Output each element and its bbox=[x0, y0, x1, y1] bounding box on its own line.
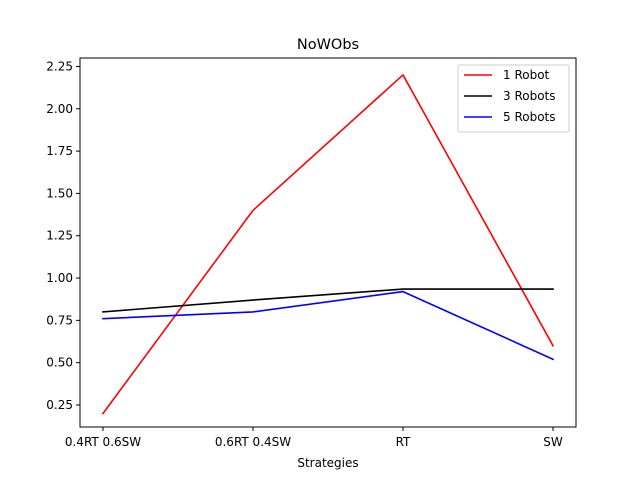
y-axis-ticks: 0.25 0.50 0.75 1.00 1.25 1.50 1.75 2.00 2.25 bbox=[46, 59, 80, 412]
x-tick-label: RT bbox=[396, 435, 411, 449]
legend-label-3: 5 Robots bbox=[503, 110, 556, 124]
legend-label-1: 1 Robot bbox=[503, 68, 550, 82]
y-tick-label: 0.50 bbox=[46, 356, 73, 370]
series-layer bbox=[101, 74, 555, 415]
legend-label-2: 3 Robots bbox=[503, 89, 556, 103]
y-tick-label: 1.75 bbox=[46, 144, 73, 158]
y-tick-label: 2.25 bbox=[46, 59, 73, 73]
series-line-1 bbox=[101, 74, 555, 415]
x-axis-label: Strategies bbox=[297, 456, 358, 470]
y-tick-label: 1.50 bbox=[46, 186, 73, 200]
x-axis-ticks: 0.4RT 0.6SW 0.6RT 0.4SW RT SW bbox=[65, 427, 563, 449]
series-line-2 bbox=[102, 288, 554, 313]
y-tick-label: 1.00 bbox=[46, 271, 73, 285]
legend: 1 Robot 3 Robots 5 Robots bbox=[457, 64, 570, 133]
legend-box bbox=[457, 64, 570, 133]
y-tick-label: 0.75 bbox=[46, 313, 73, 327]
y-tick-label: 2.00 bbox=[46, 102, 73, 116]
series-line-3 bbox=[102, 290, 555, 361]
x-tick-label: SW bbox=[543, 435, 563, 449]
x-tick-label: 0.6RT 0.4SW bbox=[215, 435, 291, 449]
plot-frame bbox=[79, 57, 577, 428]
y-tick-label: 0.25 bbox=[46, 398, 73, 412]
chart-title: NoWObs bbox=[297, 37, 359, 53]
y-tick-label: 1.25 bbox=[46, 229, 73, 243]
x-tick-label: 0.4RT 0.6SW bbox=[65, 435, 141, 449]
